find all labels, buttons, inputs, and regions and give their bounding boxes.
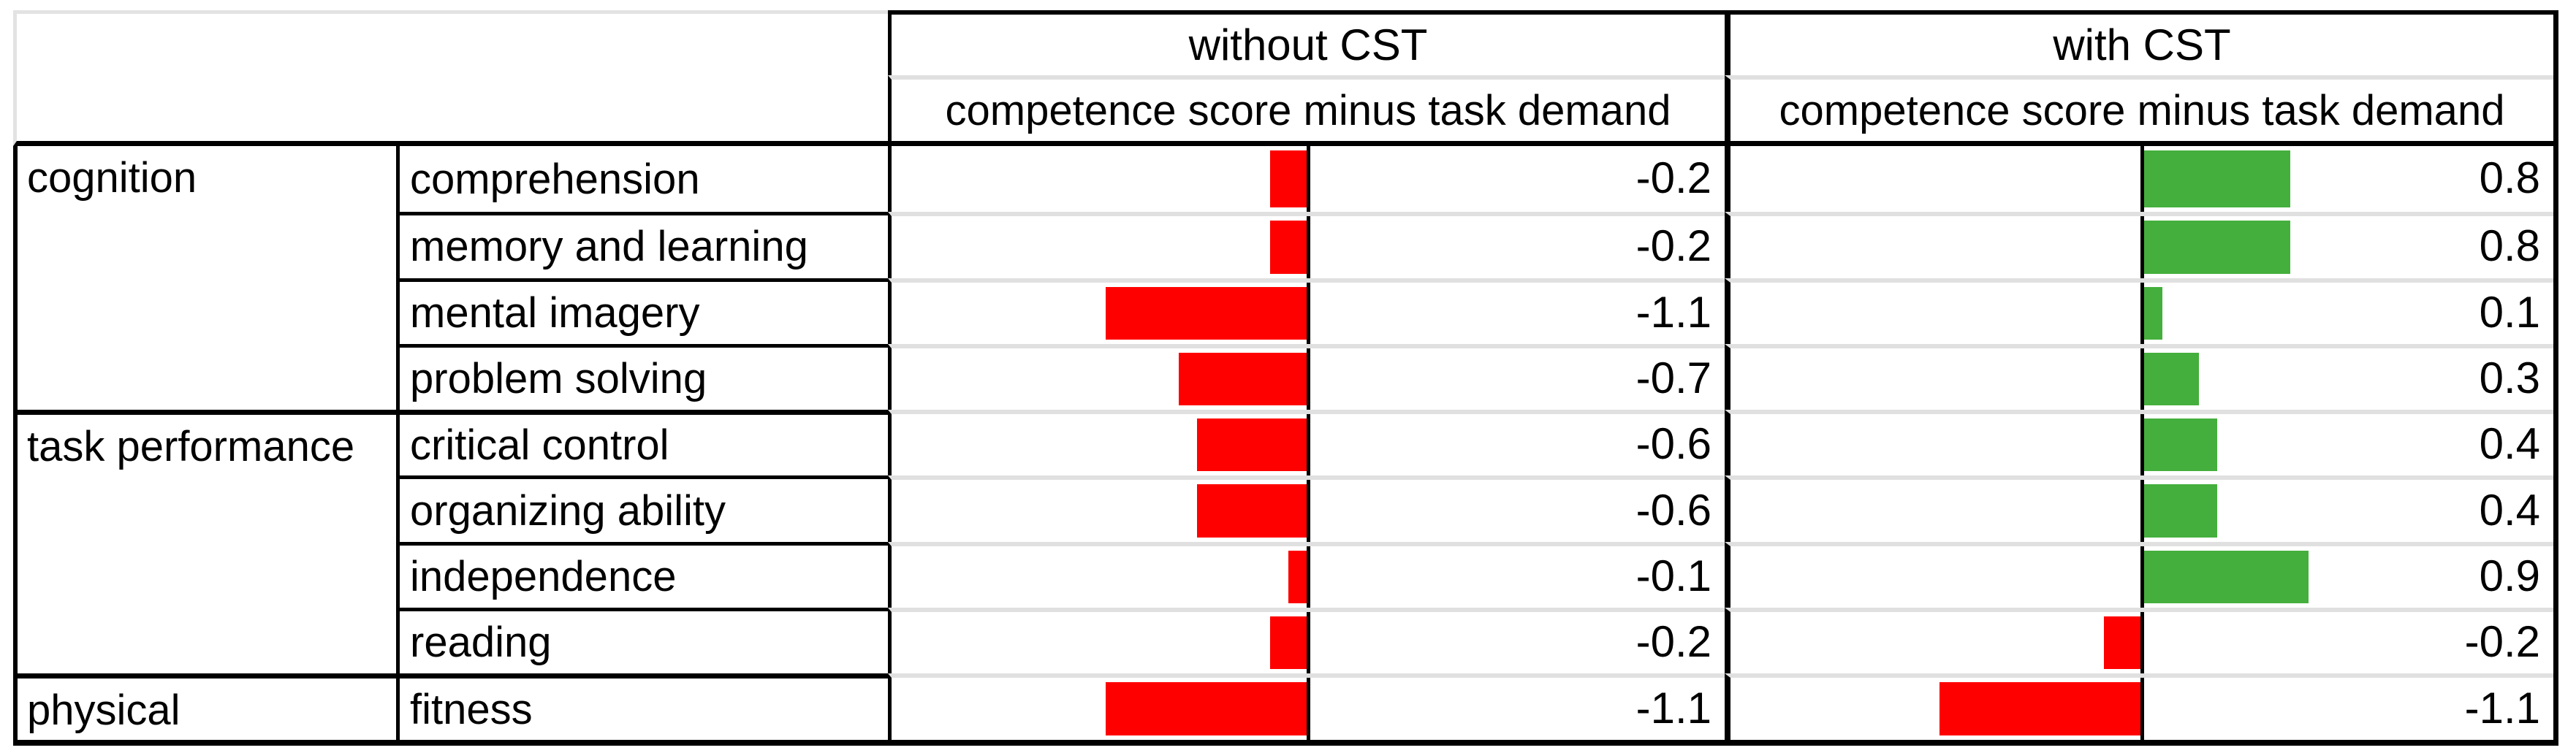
zero-axis-line [2140,414,2144,476]
subtitle-without-cst: competence score minus task demand [888,75,1725,146]
zero-axis-line [2140,282,2144,344]
subcategory-cell: mental imagery [396,278,888,344]
empty-corner-cell [13,10,888,146]
value-label: -0.2 [1635,221,1711,271]
value-label: -0.6 [1635,485,1711,535]
data-bar [2103,616,2140,670]
bar-cell-with-cst: 0.8 [1725,212,2553,278]
bar-cell-without-cst: -1.1 [888,278,1725,344]
value-label: -1.1 [1635,683,1711,733]
bar-cell-without-cst: -0.2 [888,212,1725,278]
bar-cell-with-cst: 0.3 [1725,343,2553,410]
value-label: -0.7 [1635,353,1711,403]
value-label: 0.8 [2479,221,2540,271]
zero-axis-line [2140,480,2144,542]
zero-axis-line [1306,480,1310,542]
zero-axis-line [1306,216,1310,278]
value-label: -0.1 [1635,551,1711,601]
category-cell-physical: physical [13,673,396,740]
bar-cell-without-cst: -0.2 [888,608,1725,674]
data-bar [1288,550,1307,604]
subcategory-cell: critical control [396,410,888,476]
zero-axis-line [2140,348,2144,410]
value-label: 0.4 [2479,419,2540,469]
value-label: 0.4 [2479,485,2540,535]
bar-cell-with-cst: 0.4 [1725,410,2553,476]
bar-cell-with-cst: 0.9 [1725,541,2553,608]
value-label: 0.9 [2479,551,2540,601]
data-bar [1105,286,1307,340]
data-bar [2143,418,2217,472]
bar-cell-with-cst: 0.1 [1725,278,2553,344]
data-bar [1269,150,1307,208]
zero-axis-line [1306,146,1310,213]
value-label: -1.1 [1635,287,1711,337]
data-bar [1269,221,1307,274]
subcategory-cell: problem solving [396,343,888,410]
zero-axis-line [2140,678,2144,740]
header-without-cst-label: without CST [1188,20,1428,69]
data-bar [2143,221,2290,274]
data-bar [2143,286,2162,340]
value-label: -0.2 [2464,617,2540,667]
data-bar [1105,682,1307,735]
bar-cell-without-cst: -0.2 [888,146,1725,213]
data-bar [2143,550,2309,604]
bar-cell-with-cst: -0.2 [1725,608,2553,674]
header-without-cst: without CST [888,10,1725,75]
category-cell-task-performance: task performance [13,410,396,674]
header-with-cst: with CST [1725,10,2553,75]
subcategory-cell: fitness [396,673,888,740]
value-label: -1.1 [2464,683,2540,733]
zero-axis-line [1306,546,1310,608]
value-label: 0.8 [2479,153,2540,203]
data-bar [2143,484,2217,538]
zero-axis-line [2140,612,2144,674]
zero-axis-line [1306,678,1310,740]
header-with-cst-label: with CST [2053,20,2231,69]
value-label: 0.1 [2479,287,2540,337]
zero-axis-line [1306,612,1310,674]
bar-cell-with-cst: 0.4 [1725,475,2553,542]
zero-axis-line [1306,348,1310,410]
data-bar [2143,352,2199,406]
subcategory-cell: memory and learning [396,212,888,278]
competence-score-table: without CST with CST competence score mi… [13,10,2558,746]
category-cell-cognition: cognition [13,146,396,410]
subtitle-without-cst-label: competence score minus task demand [945,86,1671,134]
subcategory-cell: comprehension [396,146,888,213]
value-label: 0.3 [2479,353,2540,403]
subcategory-cell: reading [396,608,888,674]
subcategory-cell: independence [396,541,888,608]
bar-cell-without-cst: -0.1 [888,541,1725,608]
subtitle-with-cst-label: competence score minus task demand [1779,86,2505,134]
zero-axis-line [2140,546,2144,608]
bar-cell-with-cst: -1.1 [1725,673,2553,740]
value-label: -0.2 [1635,153,1711,203]
bar-cell-without-cst: -0.6 [888,475,1725,542]
bar-cell-without-cst: -1.1 [888,673,1725,740]
data-bar [2143,150,2290,208]
zero-axis-line [1306,414,1310,476]
data-bar [1196,484,1307,538]
zero-axis-line [2140,216,2144,278]
data-bar [1196,418,1307,472]
zero-axis-line [2140,146,2144,213]
data-bar [1269,616,1307,670]
bar-cell-without-cst: -0.7 [888,343,1725,410]
subtitle-with-cst: competence score minus task demand [1725,75,2553,146]
bar-cell-without-cst: -0.6 [888,410,1725,476]
data-bar [1178,352,1307,406]
value-label: -0.6 [1635,419,1711,469]
data-bar [1939,682,2140,735]
value-label: -0.2 [1635,617,1711,667]
zero-axis-line [1306,282,1310,344]
bar-cell-with-cst: 0.8 [1725,146,2553,213]
subcategory-cell: organizing ability [396,475,888,542]
